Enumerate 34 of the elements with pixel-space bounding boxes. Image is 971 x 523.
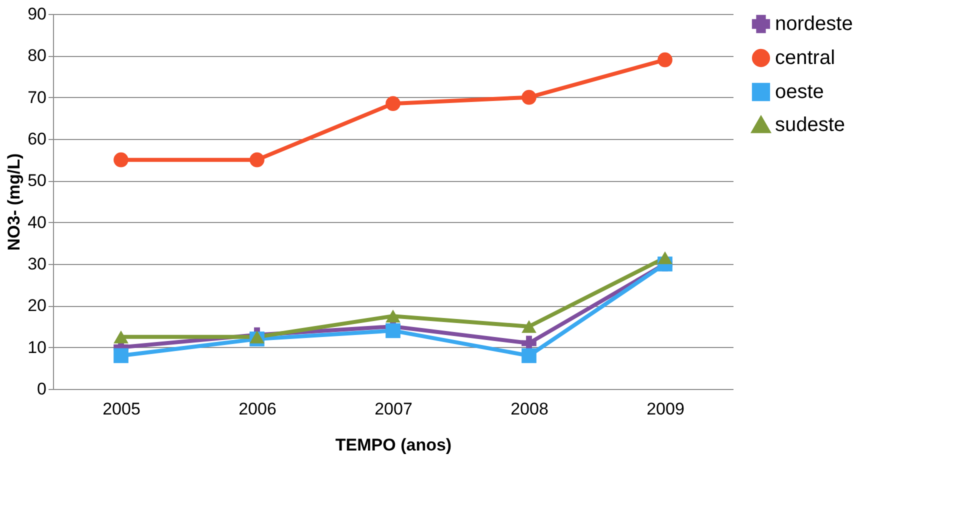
y-tick-label: 70 xyxy=(28,88,46,107)
y-tick-label: 50 xyxy=(28,171,46,190)
y-tick-label: 80 xyxy=(28,46,46,66)
y-tick-label: 90 xyxy=(28,4,46,24)
legend-label: central xyxy=(775,47,836,69)
y-tick-label: 40 xyxy=(28,212,46,232)
point xyxy=(386,323,400,338)
x-tick-label: 2008 xyxy=(510,400,548,418)
point xyxy=(114,152,128,168)
point xyxy=(114,348,128,364)
x-tick-label: 2007 xyxy=(374,400,412,418)
point xyxy=(522,90,536,105)
y-tick-label: 30 xyxy=(28,254,46,274)
legend-label: oeste xyxy=(775,81,824,103)
legend-label: nordeste xyxy=(775,13,853,35)
x-tick-label: 2009 xyxy=(646,400,684,418)
point xyxy=(522,348,536,364)
x-tick-label: 2006 xyxy=(238,400,276,418)
y-axis-title: NO3- (mg/L) xyxy=(4,153,24,251)
y-tick-label: 10 xyxy=(28,338,46,357)
point xyxy=(386,310,400,323)
point xyxy=(522,320,536,333)
point xyxy=(386,96,400,111)
y-tick-label: 60 xyxy=(28,130,46,148)
point xyxy=(114,330,128,344)
point xyxy=(658,52,672,68)
point xyxy=(250,330,264,344)
y-tick-label: 20 xyxy=(28,296,46,316)
legend-label: sudeste xyxy=(775,114,846,136)
y-tick-label: 0 xyxy=(37,380,46,398)
x-axis-title: TEMPO (anos) xyxy=(335,436,452,454)
point xyxy=(250,152,264,168)
x-tick-label: 2005 xyxy=(102,400,140,418)
point xyxy=(658,251,672,264)
